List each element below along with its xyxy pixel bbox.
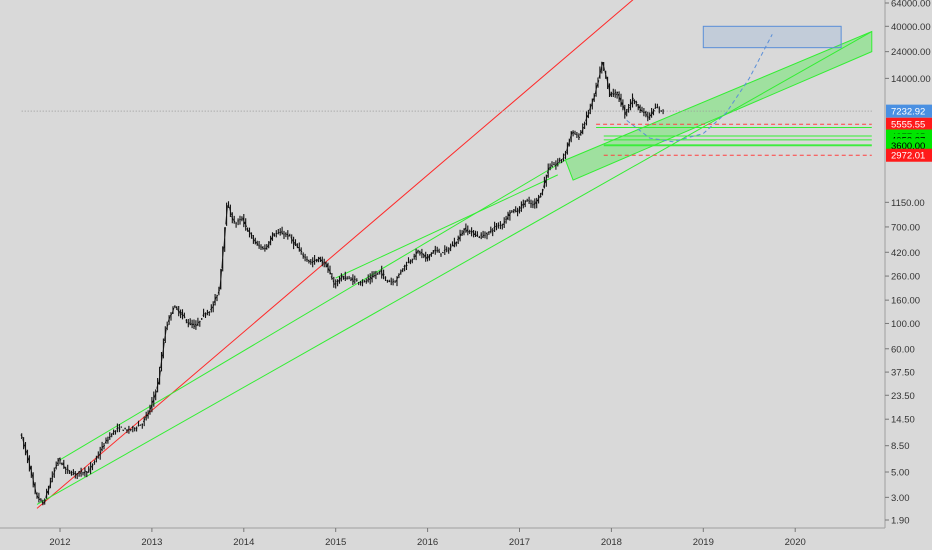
- x-tick-label: 2014: [233, 537, 254, 548]
- target-box[interactable]: [702, 25, 842, 49]
- x-tick-label: 2012: [49, 537, 70, 548]
- y-tick-label: 64000.00: [891, 0, 931, 10]
- y-tick-label: 8.50: [891, 441, 910, 452]
- price-label[interactable]: 5555.55: [886, 117, 932, 131]
- y-tick-label: 160.00: [891, 296, 920, 307]
- price-label-bg: [886, 117, 932, 131]
- price-label[interactable]: 7232.92: [886, 104, 932, 118]
- y-tick-label: 1150.00: [891, 198, 925, 209]
- drawing-layer: [21, 0, 873, 509]
- y-tick-label: 3.00: [891, 493, 910, 504]
- y-tick-label: 700.00: [891, 222, 920, 233]
- x-tick-label: 2015: [325, 537, 346, 548]
- y-tick-label: 40000.00: [891, 22, 931, 33]
- price-label-text: 7232.92: [891, 107, 925, 118]
- price-label[interactable]: 2972.01: [886, 148, 932, 162]
- y-tick-label: 5.00: [891, 468, 910, 479]
- y-tick-label: 1.90: [891, 516, 910, 527]
- trendline-1[interactable]: [36, 31, 873, 505]
- y-tick-label: 100.00: [891, 319, 920, 330]
- y-tick-label: 420.00: [891, 248, 920, 259]
- x-tick-label: 2013: [141, 537, 162, 548]
- y-tick-label: 14.50: [891, 415, 915, 426]
- price-axis: 64000.00 40000.00 24000.00 14000.00 1150.00 7…: [884, 0, 932, 528]
- channel-fill[interactable]: [564, 30, 873, 181]
- price-label-text: 2972.01: [891, 151, 925, 162]
- x-tick-label: 2016: [417, 537, 438, 548]
- candles-layer: [20, 61, 664, 506]
- y-tick-label: 260.00: [891, 272, 920, 283]
- price-label-text: 3600.00: [891, 141, 925, 152]
- price-label-bg: [886, 148, 932, 162]
- x-tick-label: 2017: [509, 537, 530, 548]
- y-tick-label: 14000.00: [891, 74, 931, 85]
- trendline-3[interactable]: [335, 174, 559, 279]
- price-label-text: 5555.55: [891, 120, 925, 131]
- time-axis: 2012 2013 2014 2015 2016 2017 2018 2019 2020: [0, 527, 885, 548]
- x-tick-label: 2018: [601, 537, 622, 548]
- price-candles[interactable]: [20, 61, 664, 506]
- x-tick-label: 2019: [693, 537, 714, 548]
- x-tick-label: 2020: [785, 537, 806, 548]
- y-tick-label: 24000.00: [891, 47, 931, 58]
- y-tick-label: 37.50: [891, 368, 915, 379]
- projection-path[interactable]: [626, 34, 773, 143]
- y-tick-label: 60.00: [891, 344, 915, 355]
- y-tick-label: 23.50: [891, 391, 915, 402]
- price-label-bg: [886, 104, 932, 118]
